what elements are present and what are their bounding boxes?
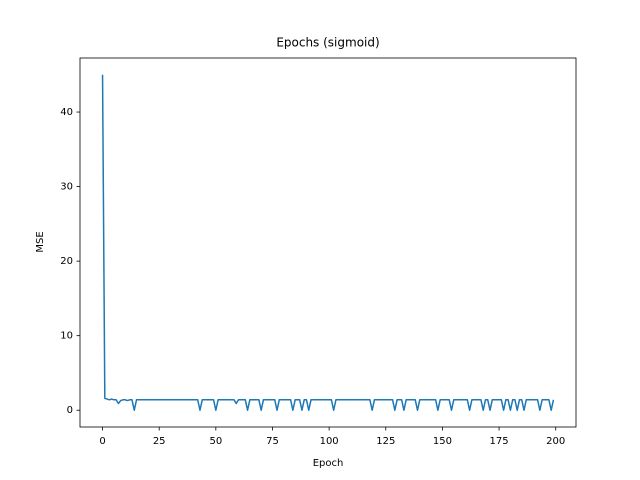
y-tick-label: 0 [67, 405, 73, 416]
line [101, 74, 555, 411]
x-tick-label: 0 [99, 436, 105, 447]
y-tick-label: 10 [60, 331, 73, 342]
y-tick-label: 20 [60, 256, 73, 267]
y-tick-label: 40 [60, 107, 73, 118]
x-tick-label: 200 [546, 436, 565, 447]
x-tick-label: 175 [490, 436, 509, 447]
chart-title: Epochs (sigmoid) [276, 36, 379, 50]
x-tick-label: 100 [320, 436, 339, 447]
x-tick-label: 50 [209, 436, 222, 447]
plot-frame [79, 57, 577, 428]
x-tick-label: 75 [266, 436, 279, 447]
x-tick-label: 25 [153, 436, 166, 447]
y-axis-label: MSE [35, 231, 46, 252]
x-tick-label: 125 [376, 436, 395, 447]
y-tick-label: 30 [60, 182, 73, 193]
x-axis-label: Epoch [313, 458, 344, 469]
x-tick-label: 150 [433, 436, 452, 447]
